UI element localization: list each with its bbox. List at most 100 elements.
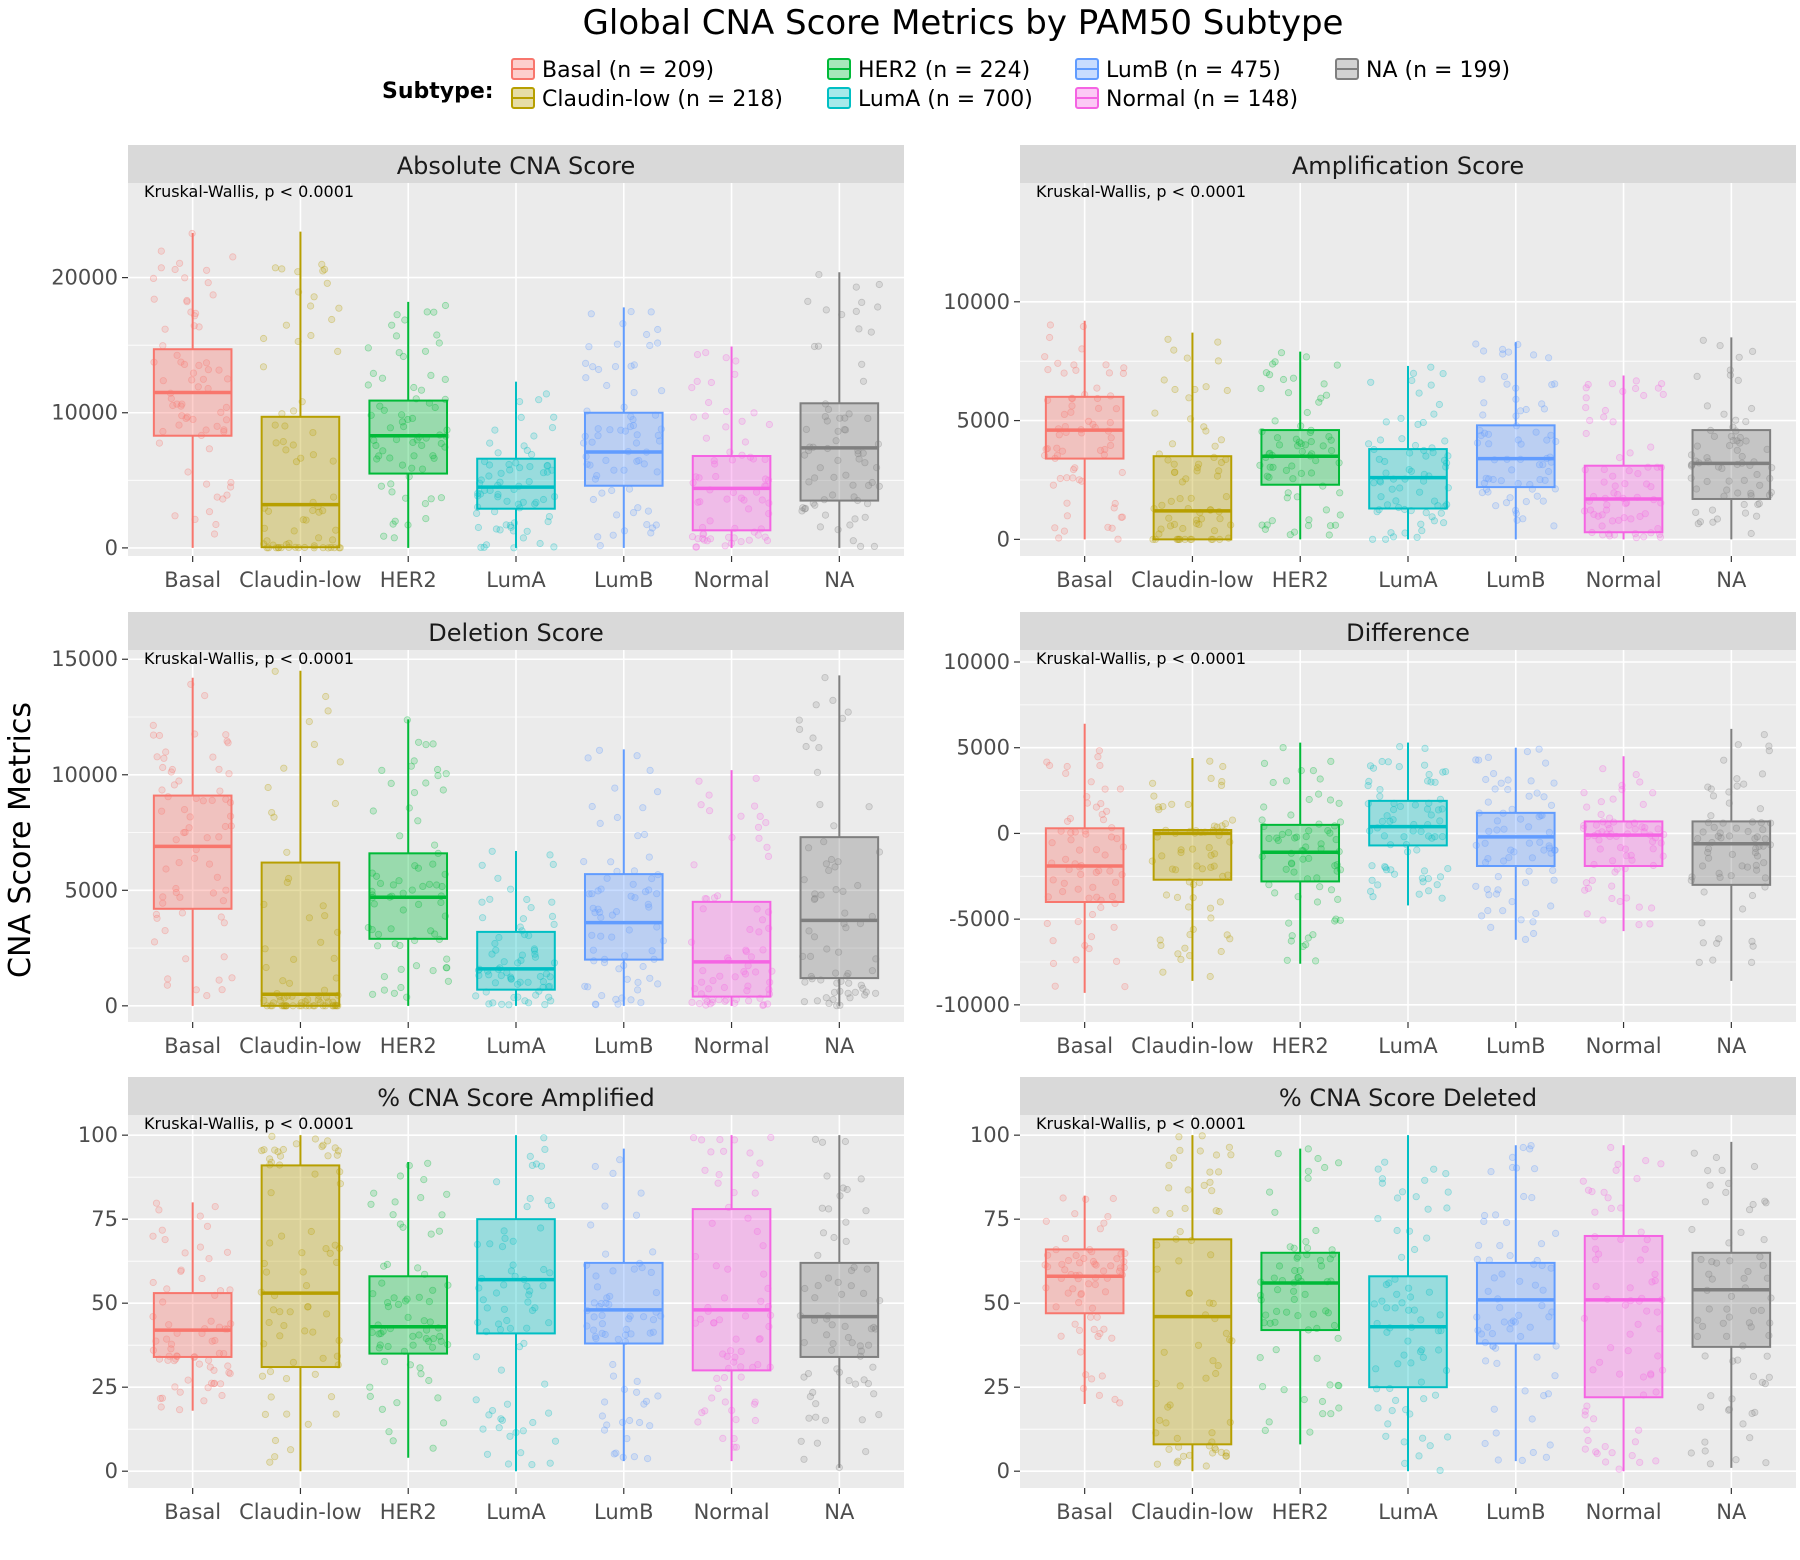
jitter-points-luma (472, 1134, 560, 1469)
box-claudin-low (260, 670, 341, 1007)
x-tick-label: Normal (1586, 1500, 1662, 1524)
y-tick-label: 0 (105, 1459, 118, 1483)
box-na (799, 272, 880, 548)
box-normal (691, 346, 772, 548)
x-tick-label: Claudin-low (1131, 568, 1254, 592)
x-tick-label: HER2 (380, 1500, 437, 1524)
y-tick-label: 50 (983, 1291, 1010, 1315)
x-tick-label: NA (1716, 1034, 1747, 1058)
legend-label: LumA (n = 700) (858, 87, 1033, 112)
y-tick-label: 50 (91, 1291, 118, 1315)
box-na (799, 675, 880, 1006)
x-tick-label: Basal (1056, 1034, 1113, 1058)
box-her2 (368, 301, 449, 548)
box-na (1691, 337, 1772, 540)
jitter-points-luma (1370, 1158, 1452, 1475)
y-tick-label: 0 (997, 1459, 1010, 1483)
jitter-points-basal (1043, 747, 1129, 991)
box-basal (1044, 723, 1125, 993)
box-claudin-low (1152, 332, 1233, 541)
x-tick-label: Basal (1056, 1500, 1113, 1524)
box-her2 (1260, 742, 1341, 964)
legend-label: LumB (n = 475) (1106, 58, 1281, 83)
x-tick-label: Claudin-low (239, 1500, 362, 1524)
y-tick-label: 25 (983, 1375, 1010, 1399)
box-lumb (1475, 747, 1556, 940)
y-tick-label: 0 (997, 527, 1010, 551)
box-luma (1368, 1135, 1448, 1472)
box-basal (152, 677, 233, 1006)
y-tick-label: 10000 (51, 401, 118, 425)
y-axis-label: CNA Score Metrics (3, 702, 38, 978)
box-normal (691, 1135, 772, 1462)
legend-label: Claudin-low (n = 218) (542, 87, 783, 112)
x-tick-label: NA (1716, 1500, 1747, 1524)
x-tick-label: Claudin-low (1131, 1034, 1254, 1058)
jitter-points-basal (149, 229, 237, 538)
x-tick-label: LumB (594, 1500, 654, 1524)
facet-strip (128, 145, 904, 183)
legend: Subtype: Basal (n = 209) Claudin-low (n =… (382, 58, 1510, 112)
legend-item-luma: LumA (n = 700) (827, 87, 1033, 112)
box-lumb (583, 749, 664, 1006)
box-luma (476, 381, 556, 548)
panel-cna-score-deleted: % CNA Score Deleted 0 25 50 75 100 Basal Claudi… (970, 1077, 1796, 1524)
box-her2 (368, 719, 449, 1006)
jitter-points-basal (1041, 321, 1128, 543)
facet-title: Deletion Score (428, 619, 604, 647)
box-normal (1583, 375, 1664, 540)
facet-title: Amplification Score (1292, 152, 1524, 180)
x-tick-label: Claudin-low (239, 1034, 362, 1058)
y-tick-label: 5000 (65, 878, 118, 902)
y-tick-label: 75 (983, 1207, 1010, 1231)
box-normal (1583, 756, 1664, 932)
panel-absolute-cna-score: Absolute CNA Score 0 10000 20000 Basal Claudi… (51, 145, 904, 592)
legend-item-her2: HER2 (n = 224) (827, 58, 1030, 83)
legend-item-claudin-low: Claudin-low (n = 218) (511, 87, 783, 112)
box-na (799, 1135, 880, 1468)
box-luma (476, 1135, 556, 1472)
jitter-points-normal (687, 774, 776, 1010)
facet-strip (128, 612, 904, 650)
x-tick-label: Normal (1586, 1034, 1662, 1058)
box-her2 (368, 1162, 449, 1458)
y-tick-label: 75 (91, 1207, 118, 1231)
box-na (1691, 728, 1772, 981)
x-tick-label: Normal (1586, 568, 1662, 592)
y-tick-label: 0 (105, 994, 118, 1018)
x-tick-label: LumA (1378, 568, 1438, 592)
x-tick-label: NA (824, 1500, 855, 1524)
x-tick-label: Basal (164, 1034, 221, 1058)
facet-title: Absolute CNA Score (397, 152, 636, 180)
y-tick-label: 15000 (51, 647, 118, 671)
x-tick-label: Claudin-low (1131, 1500, 1254, 1524)
y-tick-label: 0 (997, 821, 1010, 845)
box-normal (691, 770, 772, 1006)
y-tick-label: -10000 (936, 993, 1010, 1017)
x-tick-label: LumA (1378, 1500, 1438, 1524)
legend-item-basal: Basal (n = 209) (511, 58, 714, 83)
legend-item-normal: Normal (n = 148) (1075, 87, 1298, 112)
box-basal (152, 1202, 233, 1411)
x-tick-label: LumB (594, 568, 654, 592)
box-her2 (1260, 1148, 1341, 1445)
facet-strip (1020, 612, 1796, 650)
stat-annotation: Kruskal-Wallis, p < 0.0001 (144, 182, 354, 201)
x-tick-label: Normal (694, 1034, 770, 1058)
jitter-points-na (798, 270, 883, 551)
jitter-points-lumb (579, 307, 666, 550)
x-tick-label: Normal (694, 1500, 770, 1524)
y-tick-label: 10000 (943, 650, 1010, 674)
y-tick-label: 0 (105, 536, 118, 560)
y-tick-label: 100 (970, 1123, 1010, 1147)
x-tick-label: LumA (486, 1034, 546, 1058)
x-tick-label: HER2 (1272, 568, 1329, 592)
stat-annotation: Kruskal-Wallis, p < 0.0001 (1036, 1114, 1246, 1133)
x-tick-label: NA (824, 568, 855, 592)
x-tick-label: HER2 (380, 1034, 437, 1058)
x-tick-label: Normal (694, 568, 770, 592)
stat-annotation: Kruskal-Wallis, p < 0.0001 (1036, 182, 1246, 201)
box-basal (152, 233, 233, 548)
